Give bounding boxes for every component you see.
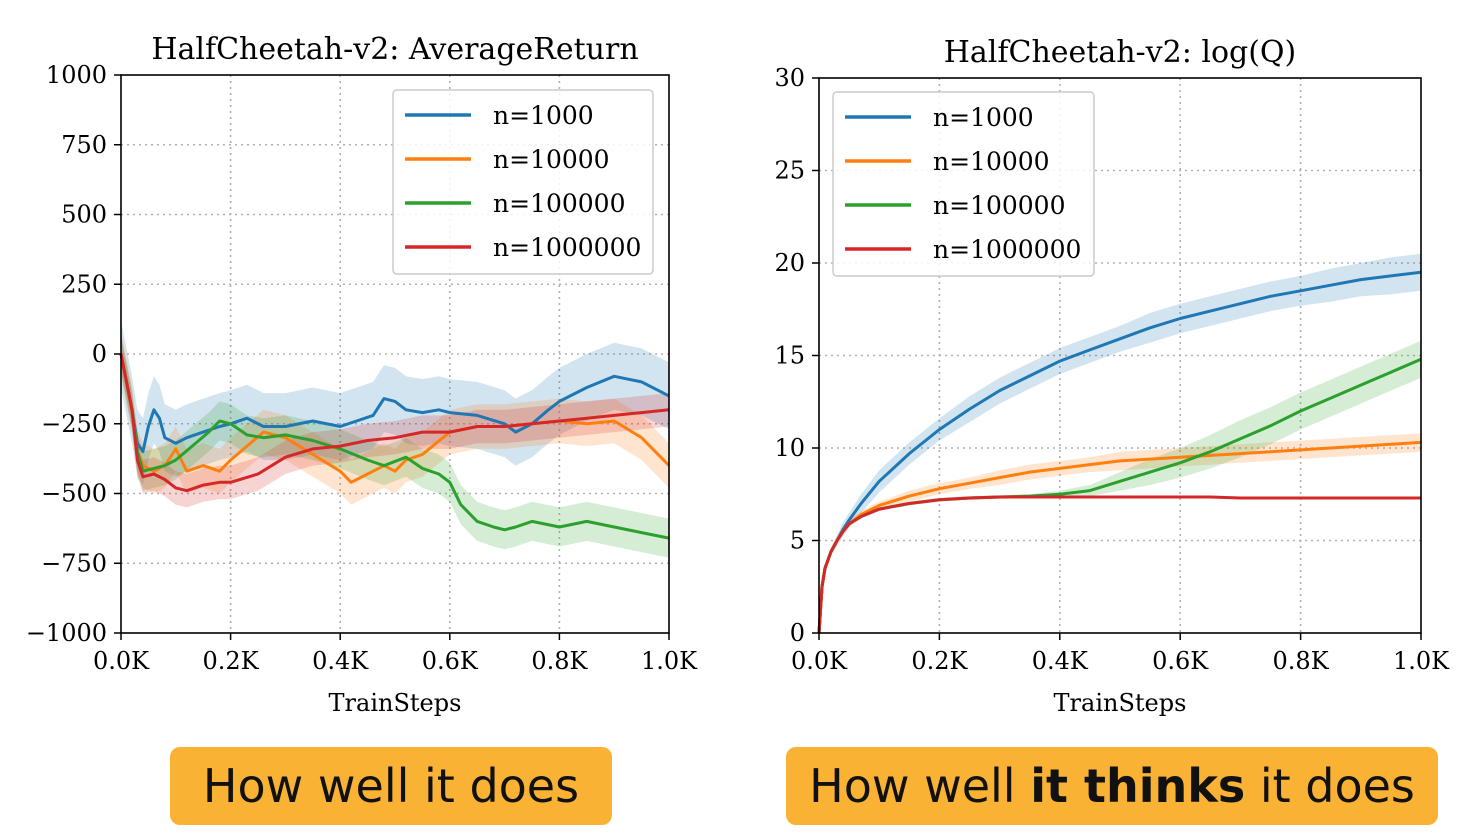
series-band-n=1000000 [819, 496, 1421, 633]
legend-label: n=1000000 [933, 235, 1081, 264]
x-tick-label: 0.6K [422, 647, 479, 675]
series-band-n=1000 [819, 253, 1421, 634]
y-tick-label: 20 [774, 249, 805, 277]
series-band-n=1000000 [121, 337, 669, 508]
x-axis-label: TrainSteps [329, 689, 462, 717]
x-tick-label: 0.0K [93, 647, 150, 675]
legend-box [832, 91, 1095, 277]
y-tick-label: 0 [92, 340, 107, 368]
legend-label: n=1000 [493, 101, 594, 130]
y-tick-label: −750 [41, 549, 107, 577]
caption-how-well-it-does: How well it does [170, 747, 612, 825]
series-band-n=100000 [121, 334, 669, 558]
y-tick-label: 15 [774, 342, 805, 370]
x-tick-label: 1.0K [1393, 647, 1450, 675]
x-tick-label: 1.0K [641, 647, 698, 675]
average-return-chart: 0.0K 0.2K 0.4K 0.6K 0.8K 1.0K −1000 −750 −500 −25… [26, 32, 698, 717]
y-tick-label: −1000 [26, 619, 107, 647]
log-q-chart: 0.0K 0.2K 0.4K 0.6K 0.8K 1.0K 0 5 10 15 20 25 30 Half… [774, 35, 1450, 717]
caption-how-well-it-thinks-it-does: How well it thinks it does [786, 747, 1438, 825]
series-line-n=1000 [119, 353, 670, 454]
y-tick-label: 500 [61, 201, 107, 229]
chart-figure: 0.0K 0.2K 0.4K 0.6K 0.8K 1.0K −1000 −750 −500 −25… [26, 32, 1450, 717]
legend-label: n=10000 [933, 147, 1050, 176]
chart-title: HalfCheetah-v2: AverageReturn [151, 32, 638, 67]
series-line-n=1000000 [119, 353, 670, 493]
series-band-n=100000 [819, 340, 1421, 633]
legend-label: n=1000 [933, 103, 1034, 132]
y-tick-label: 10 [774, 434, 805, 462]
x-tick-label: 0.2K [203, 647, 260, 675]
caption-right-pre: How well [809, 759, 1031, 813]
caption-left-text: How well it does [202, 759, 580, 813]
y-tick-label: 750 [61, 131, 107, 159]
x-tick-label: 0.0K [791, 647, 848, 675]
caption-right-text: How well it thinks it does [809, 759, 1415, 813]
x-tick-label: 0.8K [1273, 647, 1330, 675]
y-tick-label: −500 [41, 480, 107, 508]
caption-right-bold: it thinks [1030, 759, 1246, 813]
x-tick-label: 0.6K [1152, 647, 1209, 675]
x-tick-label: 0.2K [911, 647, 968, 675]
series-line-n=10000 [817, 440, 1422, 634]
y-tick-label: 250 [61, 270, 107, 298]
y-tick-label: −250 [41, 410, 107, 438]
series-line-n=1000000 [817, 495, 1421, 634]
x-tick-label: 0.8K [531, 647, 588, 675]
legend-label: n=100000 [493, 189, 625, 218]
y-tick-label: 30 [774, 64, 805, 92]
series-line-n=100000 [119, 353, 670, 540]
x-tick-label: 0.4K [1032, 647, 1089, 675]
chart-title: HalfCheetah-v2: log(Q) [944, 35, 1296, 70]
y-tick-label: 1000 [46, 61, 107, 89]
y-tick-label: 25 [774, 157, 805, 185]
x-tick-label: 0.4K [312, 647, 369, 675]
legend-box [392, 89, 654, 275]
legend-label: n=100000 [933, 191, 1065, 220]
y-tick-label: 0 [790, 619, 805, 647]
legend-label: n=1000000 [493, 233, 641, 262]
y-tick-label: 5 [790, 527, 805, 555]
x-axis-label: TrainSteps [1054, 689, 1187, 717]
legend-label: n=10000 [493, 145, 610, 174]
caption-right-post: it does [1245, 759, 1415, 813]
